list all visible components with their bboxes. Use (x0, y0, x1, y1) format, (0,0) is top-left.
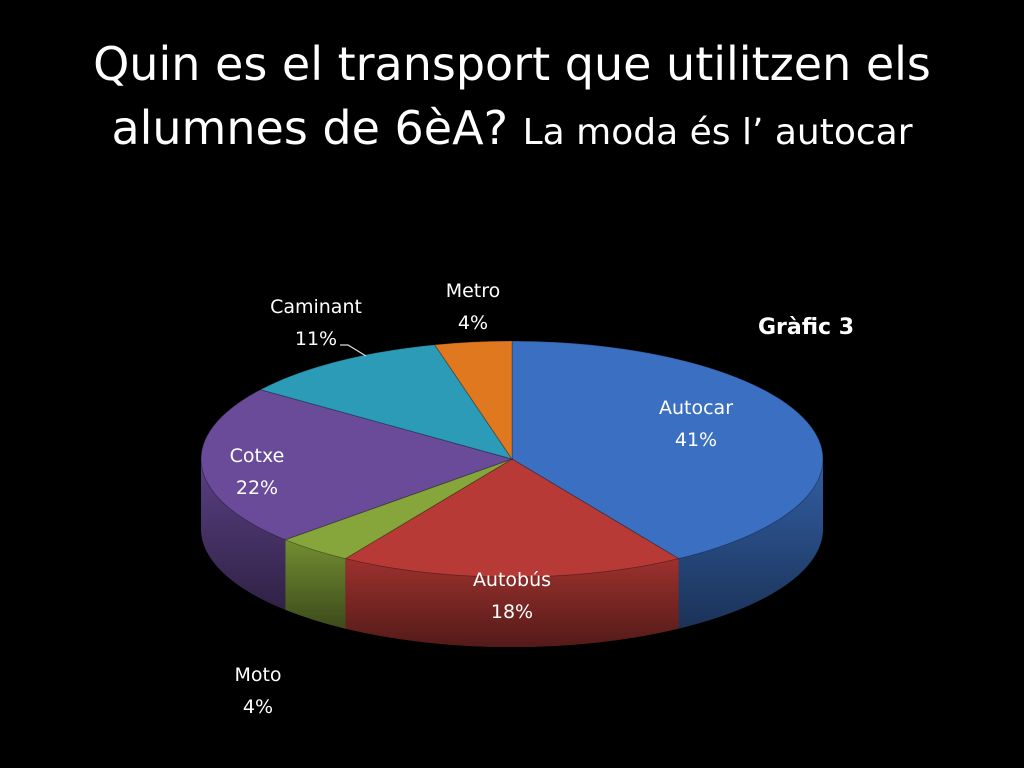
slice-pct-metro: 4% (458, 312, 488, 334)
slice-label-moto: Moto (234, 664, 281, 686)
slice-label-caminant: Caminant (270, 296, 362, 318)
pie-labels: Autocar 41% Autobús 18% Moto 4% Cotxe 22% Camina… (230, 280, 734, 718)
pie-side-shade-moto (285, 539, 346, 629)
slice-label-autocar: Autocar (659, 397, 733, 419)
pie-side-shade-autobus (345, 558, 679, 647)
slice-label-autobus: Autobús (473, 569, 551, 591)
pie-side-shade-cotxe (201, 459, 286, 610)
slide-title-main: Quin es el transport que utilitzen els a… (93, 37, 931, 155)
pie-slice-cotxe (200, 389, 514, 541)
pie-slice-caminant (259, 344, 514, 460)
slice-pct-cotxe: 22% (236, 477, 278, 499)
slice-label-cotxe: Cotxe (230, 445, 285, 467)
pie-tops (200, 340, 824, 578)
slice-pct-caminant: 11% (295, 328, 337, 350)
pie-side-shade-autocar (678, 459, 823, 629)
slice-pct-autobus: 18% (491, 601, 533, 623)
leader-line-caminant (340, 344, 367, 357)
pie-slice-moto (283, 458, 513, 560)
slice-pct-autocar: 41% (675, 429, 717, 451)
pie-slice-autocar (511, 340, 824, 560)
pie-sides (201, 459, 823, 647)
chart-title: Gràfic 3 (758, 315, 854, 340)
slide-title: Quin es el transport que utilitzen els a… (0, 32, 1024, 165)
pie-slice-metro (433, 340, 513, 461)
slice-label-metro: Metro (446, 280, 501, 302)
slide-title-subtitle: La moda és l’ autocar (522, 112, 913, 153)
slice-pct-moto: 4% (243, 696, 273, 718)
pie-slice-autobus (344, 458, 680, 578)
